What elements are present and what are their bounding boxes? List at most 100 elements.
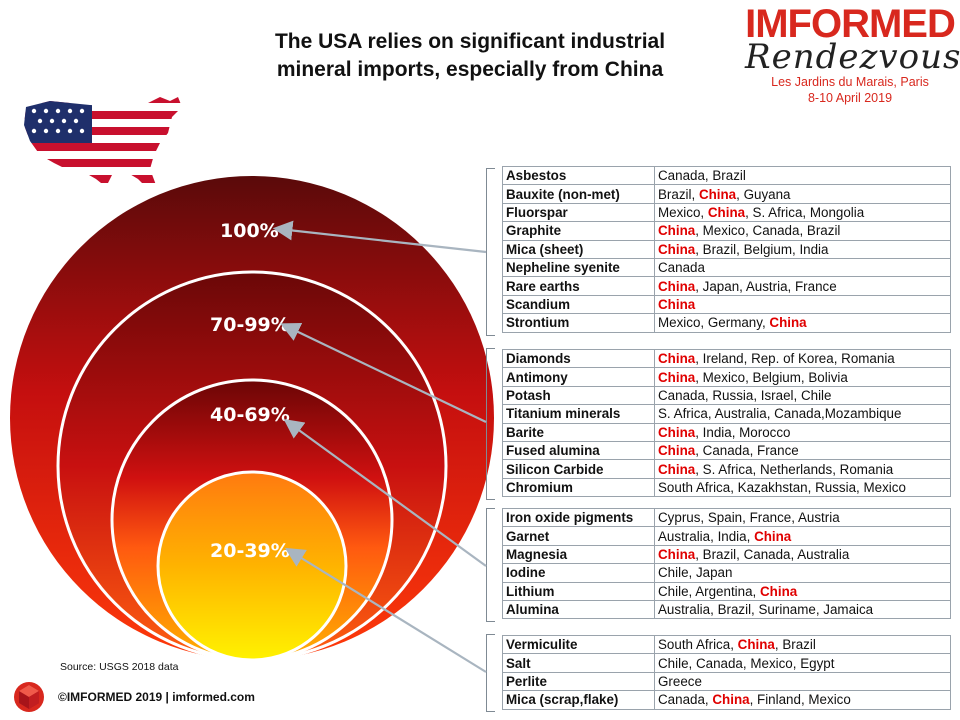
imformed-mineral-logo-icon — [14, 682, 44, 712]
source-countries: Mexico, China, S. Africa, Mongolia — [654, 202, 951, 223]
country: Mexico — [658, 204, 701, 220]
country-china: China — [658, 369, 696, 385]
country-china: China — [769, 315, 807, 331]
country: Belgium — [752, 369, 801, 385]
table-row: Chromium South Africa, Kazakhstan, Russia… — [502, 477, 951, 498]
mineral-name: Silicon Carbide — [502, 459, 655, 479]
country: Egypt — [800, 655, 835, 671]
mineral-name: Diamonds — [502, 348, 655, 369]
source-countries: Australia, Brazil, Suriname, Jamaica — [654, 599, 951, 620]
country: Brazil — [712, 168, 746, 184]
source-countries: China — [654, 294, 951, 315]
source-countries: Canada, Brazil — [654, 165, 951, 186]
mineral-name: Mica (scrap,flake) — [502, 690, 655, 710]
country: Brazil — [658, 186, 692, 202]
country: Brazil — [782, 637, 816, 653]
country: Jamaica — [823, 602, 874, 618]
country: India — [717, 528, 747, 544]
country-china: China — [712, 692, 750, 708]
country-china: China — [658, 443, 696, 459]
country: S. Africa — [702, 461, 753, 477]
mineral-name: Antimony — [502, 367, 655, 387]
country-china: China — [760, 583, 798, 599]
mineral-table-40-69: Iron oxide pigments Cyprus, Spain, France… — [502, 507, 951, 620]
country-china: China — [737, 637, 775, 653]
country: Australia — [658, 528, 711, 544]
mineral-table-70-99: Diamonds China, Ireland, Rep. of Korea, R… — [502, 348, 951, 498]
country: Mexico — [863, 479, 906, 495]
country: Chile — [658, 565, 689, 581]
table-row: Mica (scrap,flake) Canada, China, Finland… — [502, 690, 951, 710]
title-line-1: The USA relies on significant industrial — [274, 30, 666, 53]
table-row: Magnesia China, Brazil, Canada, Australia — [502, 544, 951, 565]
country: Israel — [760, 387, 794, 403]
country: Bolivia — [808, 369, 848, 385]
source-countries: China, Brazil, Belgium, India — [654, 239, 951, 259]
table-row: Fused alumina China, Canada, France — [502, 440, 951, 461]
country: Chile — [658, 583, 689, 599]
mineral-name: Mica (sheet) — [502, 239, 655, 259]
country: Romania — [839, 461, 894, 477]
country: Brazil — [717, 602, 752, 618]
table-row: Garnet Australia, India, China — [502, 526, 951, 546]
mineral-name: Fluorspar — [502, 202, 655, 223]
country-china: China — [698, 186, 737, 202]
country: Canada — [695, 655, 743, 671]
table-row: Iron oxide pigments Cyprus, Spain, France… — [502, 507, 951, 528]
country-china: China — [658, 296, 696, 312]
source-countries: China, India, Morocco — [654, 422, 951, 442]
table-row: Scandium China — [502, 294, 951, 315]
source-countries: Canada — [654, 257, 951, 278]
level-label-100: 100% — [220, 220, 279, 242]
mineral-name: Rare earths — [502, 276, 655, 296]
country: Ireland — [702, 351, 744, 367]
table-row: Vermiculite South Africa, China, Brazil — [502, 634, 951, 655]
table-row: Lithium Chile, Argentina, China — [502, 581, 951, 601]
country: Austria — [797, 510, 840, 526]
country: Argentina — [695, 583, 753, 599]
group-bracket-40-69 — [486, 508, 495, 622]
country: India — [702, 424, 732, 440]
source-countries: Chile, Argentina, China — [654, 581, 951, 601]
source-countries: Canada, China, Finland, Mexico — [654, 690, 951, 710]
country: Morocco — [739, 424, 791, 440]
source-countries: China, Canada, France — [654, 440, 951, 461]
table-row: Mica (sheet) China, Brazil, Belgium, Indi… — [502, 239, 951, 259]
table-row: Antimony China, Mexico, Belgium, Bolivia — [502, 367, 951, 387]
mineral-table-20-39: Vermiculite South Africa, China, Brazil Sa… — [502, 634, 951, 710]
mineral-name: Alumina — [502, 599, 655, 620]
mineral-name: Titanium minerals — [502, 404, 655, 424]
source-countries: China, S. Africa, Netherlands, Romania — [654, 459, 951, 479]
mineral-name: Asbestos — [502, 165, 655, 186]
country: Belgium — [743, 241, 792, 257]
mineral-name: Salt — [502, 653, 655, 673]
mineral-name: Fused alumina — [502, 440, 655, 461]
country: Chile — [658, 655, 689, 671]
country: South Africa — [658, 637, 731, 653]
country: Mexico — [702, 369, 746, 385]
mineral-name: Scandium — [502, 294, 655, 315]
logo-venue: Les Jardins du Marais, Paris — [771, 75, 929, 89]
circle-20-39 — [156, 470, 348, 662]
source-countries: Cyprus, Spain, France, Austria — [654, 507, 951, 528]
country-china: China — [754, 528, 792, 544]
country: Canada — [658, 387, 705, 403]
import-level-circles — [10, 176, 494, 662]
country: Canada — [752, 223, 800, 239]
source-countries: Chile, Canada, Mexico, Egypt — [654, 653, 951, 673]
country: S. Africa — [658, 406, 708, 422]
level-label-70-99: 70-99% — [210, 314, 290, 336]
country: France — [749, 510, 792, 526]
imformed-rendezvous-logo: IMFORMED Rendezvous Les Jardins du Marai… — [745, 4, 960, 114]
table-row: Iodine Chile, Japan — [502, 563, 951, 583]
source-countries: South Africa, Kazakhstan, Russia, Mexico — [654, 477, 951, 498]
title-line-2: mineral imports, especially from China — [276, 58, 664, 81]
country: Russia — [712, 387, 754, 403]
country: Canada — [658, 260, 705, 276]
source-countries: South Africa, China, Brazil — [654, 634, 951, 655]
source-countries: China, Ireland, Rep. of Korea, Romania — [654, 348, 951, 369]
table-row: Graphite China, Mexico, Canada, Brazil — [502, 221, 951, 241]
country: France — [794, 278, 837, 294]
source-countries: S. Africa, Australia, Canada,Mozambique — [654, 404, 951, 424]
table-row: Rare earths China, Japan, Austria, France — [502, 276, 951, 296]
